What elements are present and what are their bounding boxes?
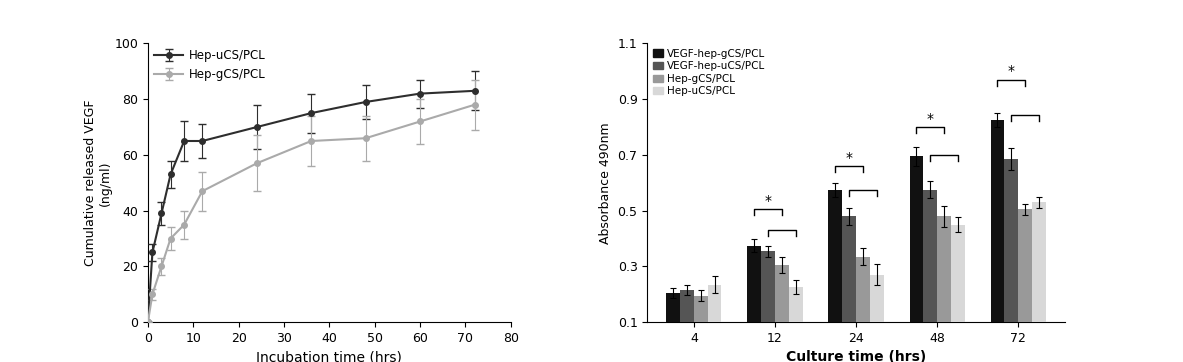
Bar bbox=[789, 287, 802, 350]
Text: *: * bbox=[764, 194, 771, 208]
Bar bbox=[937, 216, 951, 350]
Bar bbox=[990, 120, 1004, 350]
Bar bbox=[1004, 159, 1019, 350]
Bar bbox=[842, 216, 856, 350]
Bar bbox=[666, 293, 680, 350]
Bar bbox=[1019, 209, 1032, 350]
Bar bbox=[828, 190, 842, 350]
X-axis label: Incubation time (hrs): Incubation time (hrs) bbox=[257, 350, 402, 362]
Bar bbox=[694, 296, 707, 350]
Bar bbox=[680, 290, 694, 350]
Text: *: * bbox=[846, 151, 853, 165]
Bar bbox=[748, 245, 761, 350]
Y-axis label: Absorbance 490nm: Absorbance 490nm bbox=[599, 122, 612, 244]
Bar bbox=[856, 257, 870, 350]
Bar bbox=[707, 285, 722, 350]
Bar bbox=[910, 156, 923, 350]
X-axis label: Culture time (hrs): Culture time (hrs) bbox=[786, 350, 926, 362]
Bar bbox=[951, 224, 964, 350]
Bar bbox=[923, 190, 937, 350]
Y-axis label: Cumulative released VEGF
(ng/ml): Cumulative released VEGF (ng/ml) bbox=[84, 100, 111, 266]
Bar bbox=[1032, 202, 1046, 350]
Legend: VEGF-hep-gCS/PCL, VEGF-hep-uCS/PCL, Hep-gCS/PCL, Hep-uCS/PCL: VEGF-hep-gCS/PCL, VEGF-hep-uCS/PCL, Hep-… bbox=[653, 49, 765, 96]
Bar bbox=[870, 275, 884, 350]
Text: *: * bbox=[1008, 64, 1015, 78]
Bar bbox=[761, 251, 775, 350]
Text: *: * bbox=[926, 111, 933, 126]
Legend: Hep-uCS/PCL, Hep-gCS/PCL: Hep-uCS/PCL, Hep-gCS/PCL bbox=[154, 49, 266, 81]
Bar bbox=[775, 265, 789, 350]
